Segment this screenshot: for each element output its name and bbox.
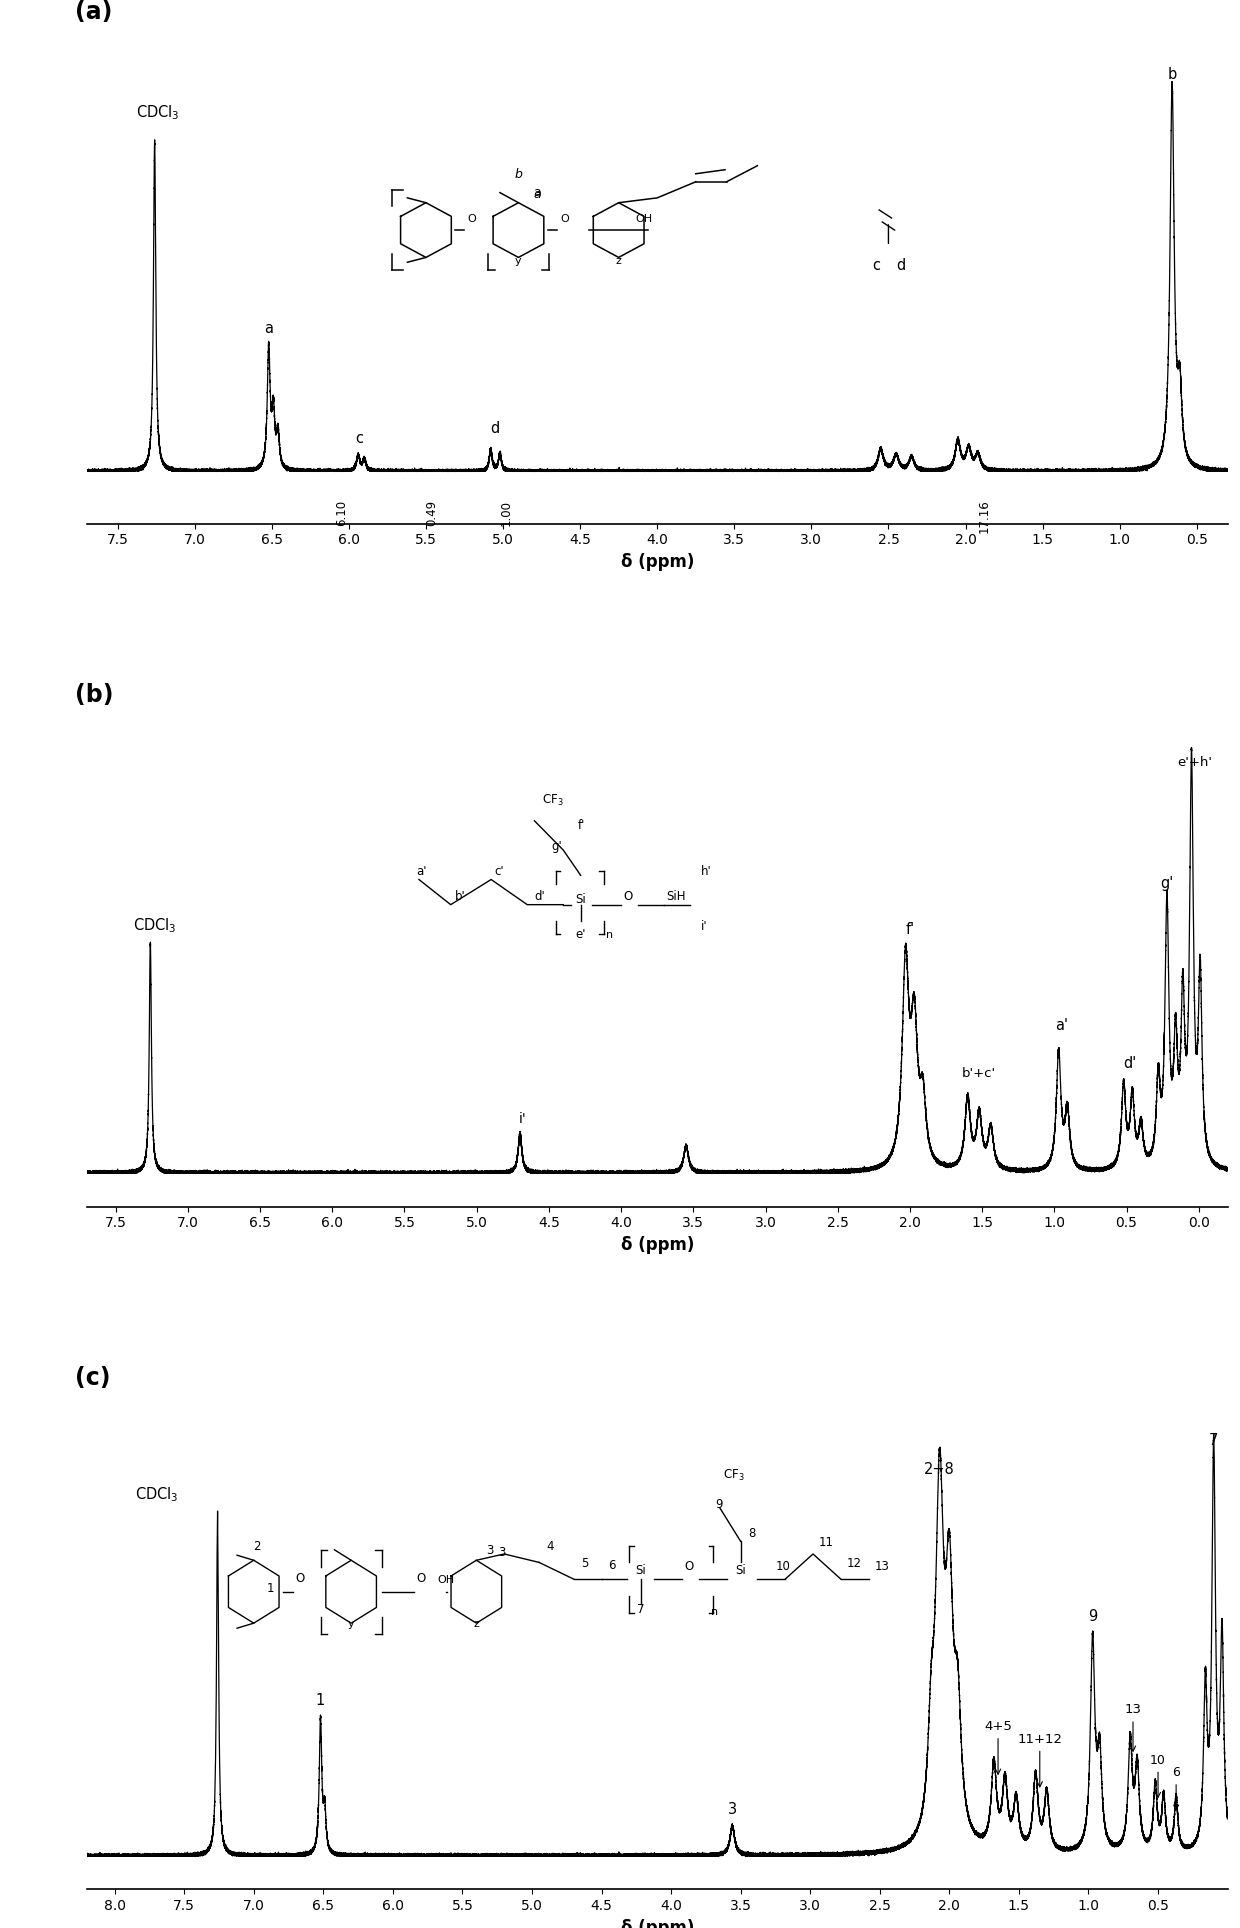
Text: O: O [295, 1573, 304, 1585]
Text: f': f' [578, 819, 585, 833]
Text: y: y [347, 1620, 355, 1629]
Text: 2: 2 [253, 1540, 260, 1552]
Text: g': g' [552, 841, 563, 854]
Text: 13: 13 [874, 1560, 889, 1573]
Text: 5: 5 [580, 1556, 588, 1569]
Text: O: O [560, 214, 569, 224]
Text: 6: 6 [609, 1558, 616, 1571]
Text: 13: 13 [1125, 1702, 1142, 1751]
Text: c: c [356, 432, 363, 445]
Text: i': i' [701, 920, 707, 933]
Text: Si: Si [735, 1564, 746, 1577]
Text: 11+12: 11+12 [1017, 1733, 1063, 1787]
Text: CF$_3$: CF$_3$ [723, 1467, 744, 1483]
Text: CDCl$_3$: CDCl$_3$ [133, 916, 176, 935]
Text: h': h' [701, 866, 712, 879]
Text: b': b' [455, 891, 466, 904]
Text: (a): (a) [76, 0, 113, 23]
Text: 7: 7 [637, 1602, 645, 1616]
Text: b: b [515, 168, 522, 181]
Text: a: a [533, 187, 541, 201]
Text: b: b [1168, 67, 1177, 83]
Text: 9: 9 [1087, 1610, 1097, 1623]
Text: d: d [491, 420, 500, 436]
Text: (b): (b) [76, 683, 114, 708]
Text: 1: 1 [267, 1581, 274, 1594]
Text: O: O [624, 889, 632, 902]
Text: c: c [872, 258, 880, 274]
Text: 6.10: 6.10 [335, 499, 347, 526]
Text: 8: 8 [748, 1527, 755, 1540]
Text: y: y [515, 256, 522, 266]
Text: Si: Si [635, 1564, 646, 1577]
Text: 3: 3 [486, 1544, 494, 1558]
Text: z: z [616, 256, 621, 266]
Text: n: n [606, 929, 613, 941]
Text: a': a' [417, 866, 427, 879]
Text: O: O [417, 1573, 425, 1585]
Text: c': c' [494, 866, 503, 879]
Text: d': d' [534, 891, 546, 904]
Text: n: n [712, 1606, 718, 1618]
Text: e': e' [575, 927, 587, 941]
X-axis label: δ (ppm): δ (ppm) [620, 1918, 694, 1928]
Text: a': a' [1055, 1018, 1068, 1033]
Text: 12: 12 [847, 1556, 862, 1569]
Text: 1.00: 1.00 [500, 499, 512, 526]
Text: z: z [474, 1620, 480, 1629]
Text: 4: 4 [546, 1540, 553, 1552]
X-axis label: δ (ppm): δ (ppm) [620, 553, 694, 571]
Text: CDCl$_3$: CDCl$_3$ [136, 104, 180, 121]
Text: (c): (c) [76, 1365, 110, 1390]
Text: a: a [264, 320, 273, 335]
Text: CDCl$_3$: CDCl$_3$ [135, 1485, 179, 1504]
Text: O: O [684, 1560, 694, 1573]
Text: 6: 6 [1172, 1766, 1180, 1810]
Text: 0.49: 0.49 [425, 499, 439, 526]
Text: 7: 7 [1209, 1433, 1219, 1448]
Text: O: O [467, 214, 476, 224]
Text: 9: 9 [715, 1498, 723, 1512]
Text: d: d [897, 258, 905, 274]
Text: b'+c': b'+c' [962, 1066, 996, 1080]
Text: 1: 1 [316, 1693, 325, 1708]
Text: i': i' [520, 1112, 527, 1126]
Text: SiH: SiH [666, 889, 686, 902]
Text: 4+5: 4+5 [985, 1720, 1012, 1774]
Text: g': g' [1161, 875, 1173, 891]
Text: e'+h': e'+h' [1177, 756, 1211, 769]
Text: a: a [533, 185, 541, 199]
Text: 3: 3 [497, 1546, 505, 1560]
Text: 11: 11 [818, 1535, 833, 1548]
Text: 10: 10 [776, 1560, 791, 1573]
Text: 3: 3 [728, 1803, 737, 1816]
Text: 10: 10 [1151, 1754, 1166, 1797]
Text: OH: OH [635, 214, 652, 224]
Text: 17.16: 17.16 [977, 499, 991, 534]
X-axis label: δ (ppm): δ (ppm) [620, 1236, 694, 1253]
Text: f': f' [905, 922, 914, 937]
Text: d': d' [1122, 1057, 1136, 1072]
Text: CF$_3$: CF$_3$ [542, 792, 563, 808]
Text: OH: OH [438, 1575, 455, 1585]
Text: 2+8: 2+8 [924, 1461, 955, 1477]
Text: Si: Si [575, 893, 587, 906]
